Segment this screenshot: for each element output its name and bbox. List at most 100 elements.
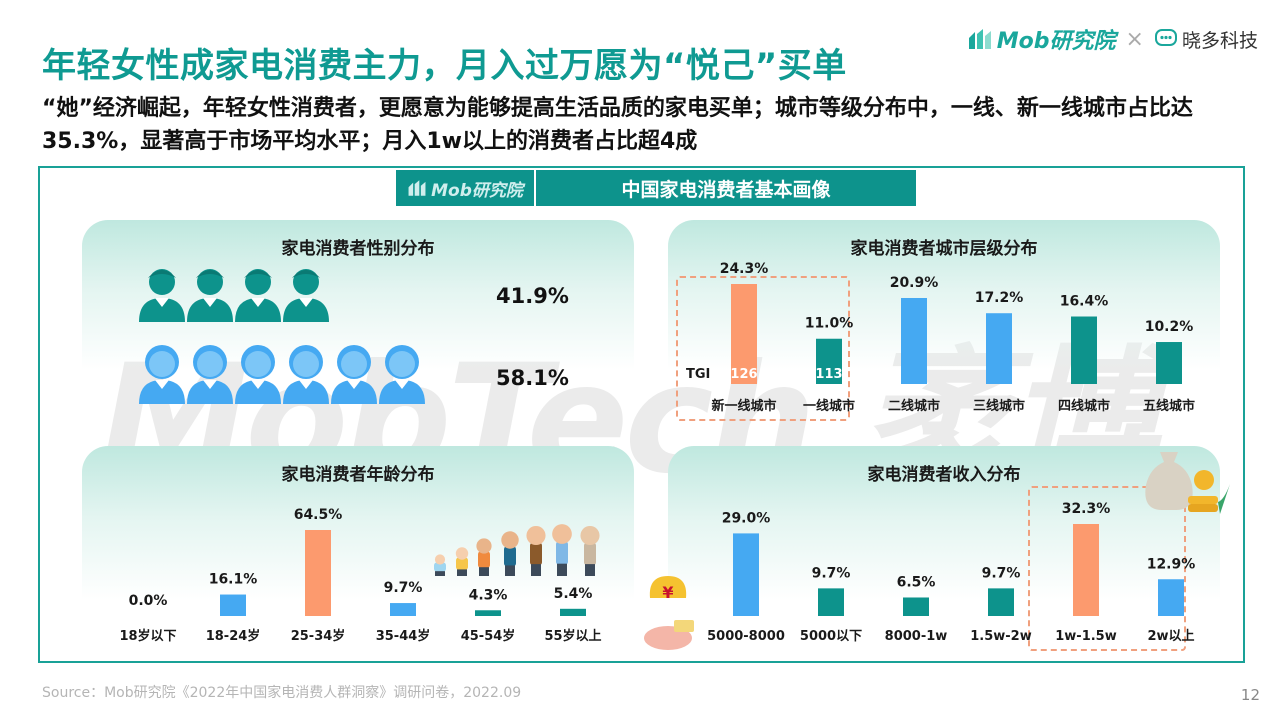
bar-4 — [1073, 524, 1099, 616]
bar-4 — [475, 610, 501, 616]
page-subtitle: “她”经济崛起，年轻女性消费者，更愿意为能够提高生活品质的家电买单；城市等级分布… — [42, 96, 1193, 154]
male-person-icon-collar — [251, 298, 265, 307]
female-person-icon-body — [379, 380, 425, 404]
mob-logo-icon — [408, 180, 426, 196]
person-legs — [505, 565, 515, 576]
person-figure-2 — [476, 538, 492, 576]
coin-jar-illustration: ¥ — [644, 576, 694, 650]
category-label-3: 1.5w-2w — [970, 629, 1032, 644]
bar-5 — [1158, 579, 1184, 616]
female-person-icon — [331, 345, 377, 404]
gender-pictograph — [139, 269, 425, 404]
male-percentage: 41.9% — [496, 284, 569, 308]
mob-logo: Mob研究院 — [967, 23, 1116, 55]
value-label-1: 16.1% — [209, 572, 258, 588]
female-person-icon-collar — [395, 380, 409, 389]
category-label-4: 四线城市 — [1058, 398, 1110, 414]
male-person-icon — [187, 269, 233, 322]
bar-0 — [733, 533, 759, 616]
value-label-0: 0.0% — [129, 593, 168, 609]
value-label-5: 5.4% — [554, 586, 593, 602]
panel-header-logo-text: Mob研究院 — [431, 180, 523, 201]
bar-5 — [1156, 342, 1182, 384]
value-label-3: 17.2% — [975, 290, 1024, 306]
income-highlight-box — [1028, 486, 1186, 651]
bar-0 — [731, 284, 757, 384]
person-head — [476, 538, 492, 554]
banknote-icon — [674, 620, 694, 632]
female-person-icon-collar — [347, 380, 361, 389]
male-person-icon-collar — [299, 298, 313, 307]
panel-header-logo: Mob研究院 — [396, 170, 536, 206]
male-person-icon-hair — [196, 270, 224, 278]
male-person-icon-hair — [244, 270, 272, 278]
male-person-icon-body — [235, 298, 281, 322]
person-head — [526, 525, 546, 546]
brand-logos: Mob研究院 × 晓多科技 — [967, 22, 1258, 56]
value-label-0: 29.0% — [722, 510, 771, 526]
person-head — [552, 524, 572, 544]
female-person-icon — [187, 345, 233, 404]
tgi-label: TGI — [686, 367, 710, 382]
person-head — [501, 531, 519, 549]
xiaoduo-logo-text: 晓多科技 — [1181, 29, 1258, 52]
category-label-3: 三线城市 — [973, 398, 1025, 414]
female-person-icon — [235, 345, 281, 404]
female-person-icon-collar — [155, 380, 169, 389]
female-person-icon-collar — [299, 380, 313, 389]
bar-1 — [818, 588, 844, 616]
male-person-icon-collar — [155, 298, 169, 307]
female-person-icon — [283, 345, 329, 404]
income-chart: 29.0% 5000-8000 9.7% 5000以下 6.5% 8000-1w 9.7% 1… — [707, 501, 1195, 644]
female-person-icon-head — [389, 351, 415, 377]
person-figure-0 — [434, 554, 446, 576]
male-person-icon — [139, 269, 185, 322]
bar-2 — [901, 297, 927, 384]
female-person-icon-body — [235, 380, 281, 404]
person-figure-3 — [501, 531, 519, 576]
bar-1 — [816, 338, 842, 384]
category-label-2: 二线城市 — [888, 398, 940, 414]
female-person-icon-collar — [203, 380, 217, 389]
page-title: 年轻女性成家电消费主力，月入过万愿为“悦己”买单 — [42, 46, 847, 86]
person-legs — [435, 571, 445, 576]
value-label-1: 9.7% — [812, 565, 851, 581]
female-person-icon-head — [197, 351, 223, 377]
male-person-icon-body — [139, 298, 185, 322]
person-torso — [478, 551, 490, 568]
value-label-4: 32.3% — [1062, 501, 1111, 517]
source-footer: Source：Mob研究院《2022年中国家电消费人群洞察》调研问卷，2022.… — [42, 685, 522, 701]
value-label-2: 20.9% — [890, 275, 939, 291]
person-torso — [556, 541, 568, 565]
male-person-icon-head — [197, 269, 223, 295]
panel-header: Mob研究院 中国家电消费者基本画像 — [396, 170, 916, 206]
male-person-icon-body — [283, 298, 329, 322]
person-legs — [585, 564, 595, 576]
female-person-icon — [379, 345, 425, 404]
value-label-0: 24.3% — [720, 261, 769, 277]
person-head — [455, 547, 469, 560]
male-person-icon-collar — [203, 298, 217, 307]
category-label-3: 35-44岁 — [376, 628, 431, 644]
category-label-0: 新一线城市 — [711, 398, 776, 414]
panel-header-title: 中国家电消费者基本画像 — [621, 178, 831, 201]
value-label-1: 11.0% — [805, 316, 854, 332]
bar-4 — [1071, 316, 1097, 384]
person-torso — [504, 546, 516, 567]
category-label-4: 45-54岁 — [461, 628, 516, 644]
category-label-0: 18岁以下 — [119, 628, 176, 644]
person-legs — [457, 569, 467, 576]
gender-card: 家电消费者性别分布 41.9% 58.1% — [82, 220, 634, 420]
bar-3 — [390, 603, 416, 616]
tgi-value-0: 126 — [730, 367, 757, 382]
value-label-2: 6.5% — [897, 574, 936, 590]
consumer-portrait-panel: MobTech 袤博 Mob研究院 中国家电消费者基本画像 家电消费者性别分布 … — [38, 166, 1245, 663]
bar-1 — [220, 594, 246, 616]
male-person-icon-hair — [292, 270, 320, 278]
age-chart: 0.0% 18岁以下 16.1% 18-24岁 64.5% 25-34岁 9.7% 35-44… — [119, 507, 601, 644]
category-label-1: 18-24岁 — [206, 628, 261, 644]
value-label-4: 4.3% — [469, 587, 508, 603]
bar-3 — [988, 588, 1014, 616]
male-person-icon-head — [149, 269, 175, 295]
city-tier-chart: 24.3% 新一线城市 11.0% 一线城市 20.9% 二线城市 17.2% 三线城市 16.… — [686, 261, 1195, 414]
